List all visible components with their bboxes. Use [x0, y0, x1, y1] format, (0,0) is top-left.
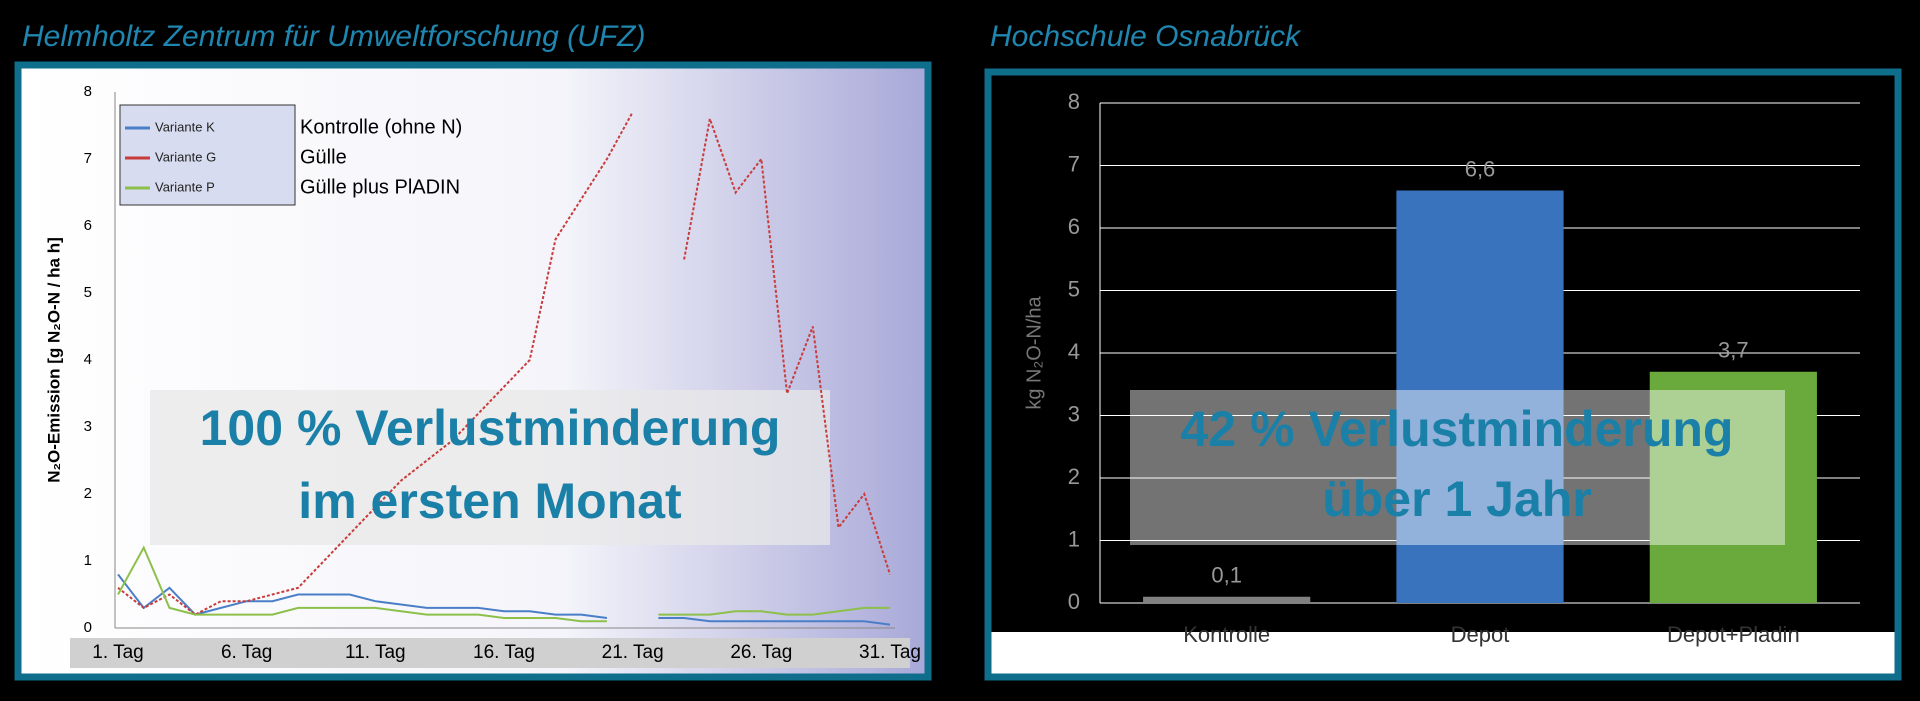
- overlay-text: 100 % Verlustminderung: [200, 400, 781, 456]
- y-tick-label: 4: [84, 351, 92, 368]
- legend-label: Variante K: [155, 119, 215, 134]
- annotation: Kontrolle (ohne N): [300, 116, 462, 138]
- bar: [1396, 190, 1564, 603]
- overlay-box: [1130, 390, 1785, 545]
- x-tick-label: 21. Tag: [602, 642, 664, 663]
- x-axis-band: [70, 638, 910, 668]
- y-tick-label: 5: [1068, 276, 1080, 301]
- data-line: [117, 573, 891, 626]
- overlay-text: über 1 Jahr: [1322, 471, 1592, 527]
- overlay-text: im ersten Monat: [298, 473, 682, 529]
- x-tick-label: Depot: [1451, 622, 1510, 647]
- annotation: Gülle: [300, 146, 347, 168]
- value-label: 3,7: [1718, 338, 1749, 363]
- data-line: [117, 111, 891, 616]
- y-tick-label: 3: [84, 418, 92, 435]
- x-tick-label: 31. Tag: [859, 642, 921, 663]
- value-label: 0,1: [1211, 563, 1242, 588]
- y-tick-label: 1: [84, 552, 92, 569]
- y-tick-label: 3: [1068, 401, 1080, 426]
- y-axis-title: N₂O-Emission [g N₂O-N / ha h]: [44, 237, 63, 483]
- legend-label: Variante G: [155, 149, 216, 164]
- y-tick-label: 2: [1068, 464, 1080, 489]
- y-tick-label: 1: [1068, 526, 1080, 551]
- bar: [1649, 371, 1817, 603]
- legend-label: Variante P: [155, 179, 215, 194]
- y-axis-title: kg N₂O-N/ha: [1023, 295, 1045, 409]
- annotation: Gülle plus PlADIN: [300, 176, 460, 198]
- overlay-box: [150, 390, 830, 545]
- bar: [1143, 596, 1311, 603]
- y-tick-label: 4: [1068, 339, 1080, 364]
- panel-frame: [984, 68, 1902, 681]
- y-tick-label: 0: [1068, 589, 1080, 614]
- x-tick-label: 1. Tag: [92, 642, 143, 663]
- x-tick-label: 11. Tag: [345, 642, 406, 663]
- y-tick-label: 6: [1068, 214, 1080, 239]
- y-tick-label: 0: [84, 619, 92, 636]
- panel-frame: [14, 61, 932, 681]
- x-tick-label: Kontrolle: [1183, 622, 1270, 647]
- x-tick-label: 26. Tag: [730, 642, 792, 663]
- value-label: 6,6: [1465, 156, 1496, 181]
- x-tick-label: Depot+Pladin: [1667, 622, 1800, 647]
- y-tick-label: 2: [84, 485, 92, 502]
- y-tick-label: 8: [84, 83, 92, 100]
- data-line: [117, 545, 890, 623]
- panel-title: Helmholtz Zentrum für Umweltforschung (U…: [22, 20, 645, 53]
- x-axis-band: [985, 632, 1900, 677]
- x-tick-label: 16. Tag: [473, 642, 535, 663]
- overlay-text: 42 % Verlustminderung: [1181, 401, 1734, 457]
- panel-title: Hochschule Osnabrück: [990, 20, 1302, 53]
- x-tick-label: 6. Tag: [221, 642, 272, 663]
- y-tick-label: 5: [84, 284, 92, 301]
- y-tick-label: 7: [84, 150, 92, 167]
- y-tick-label: 6: [84, 217, 92, 234]
- y-tick-label: 8: [1068, 89, 1080, 114]
- y-tick-label: 7: [1068, 151, 1080, 176]
